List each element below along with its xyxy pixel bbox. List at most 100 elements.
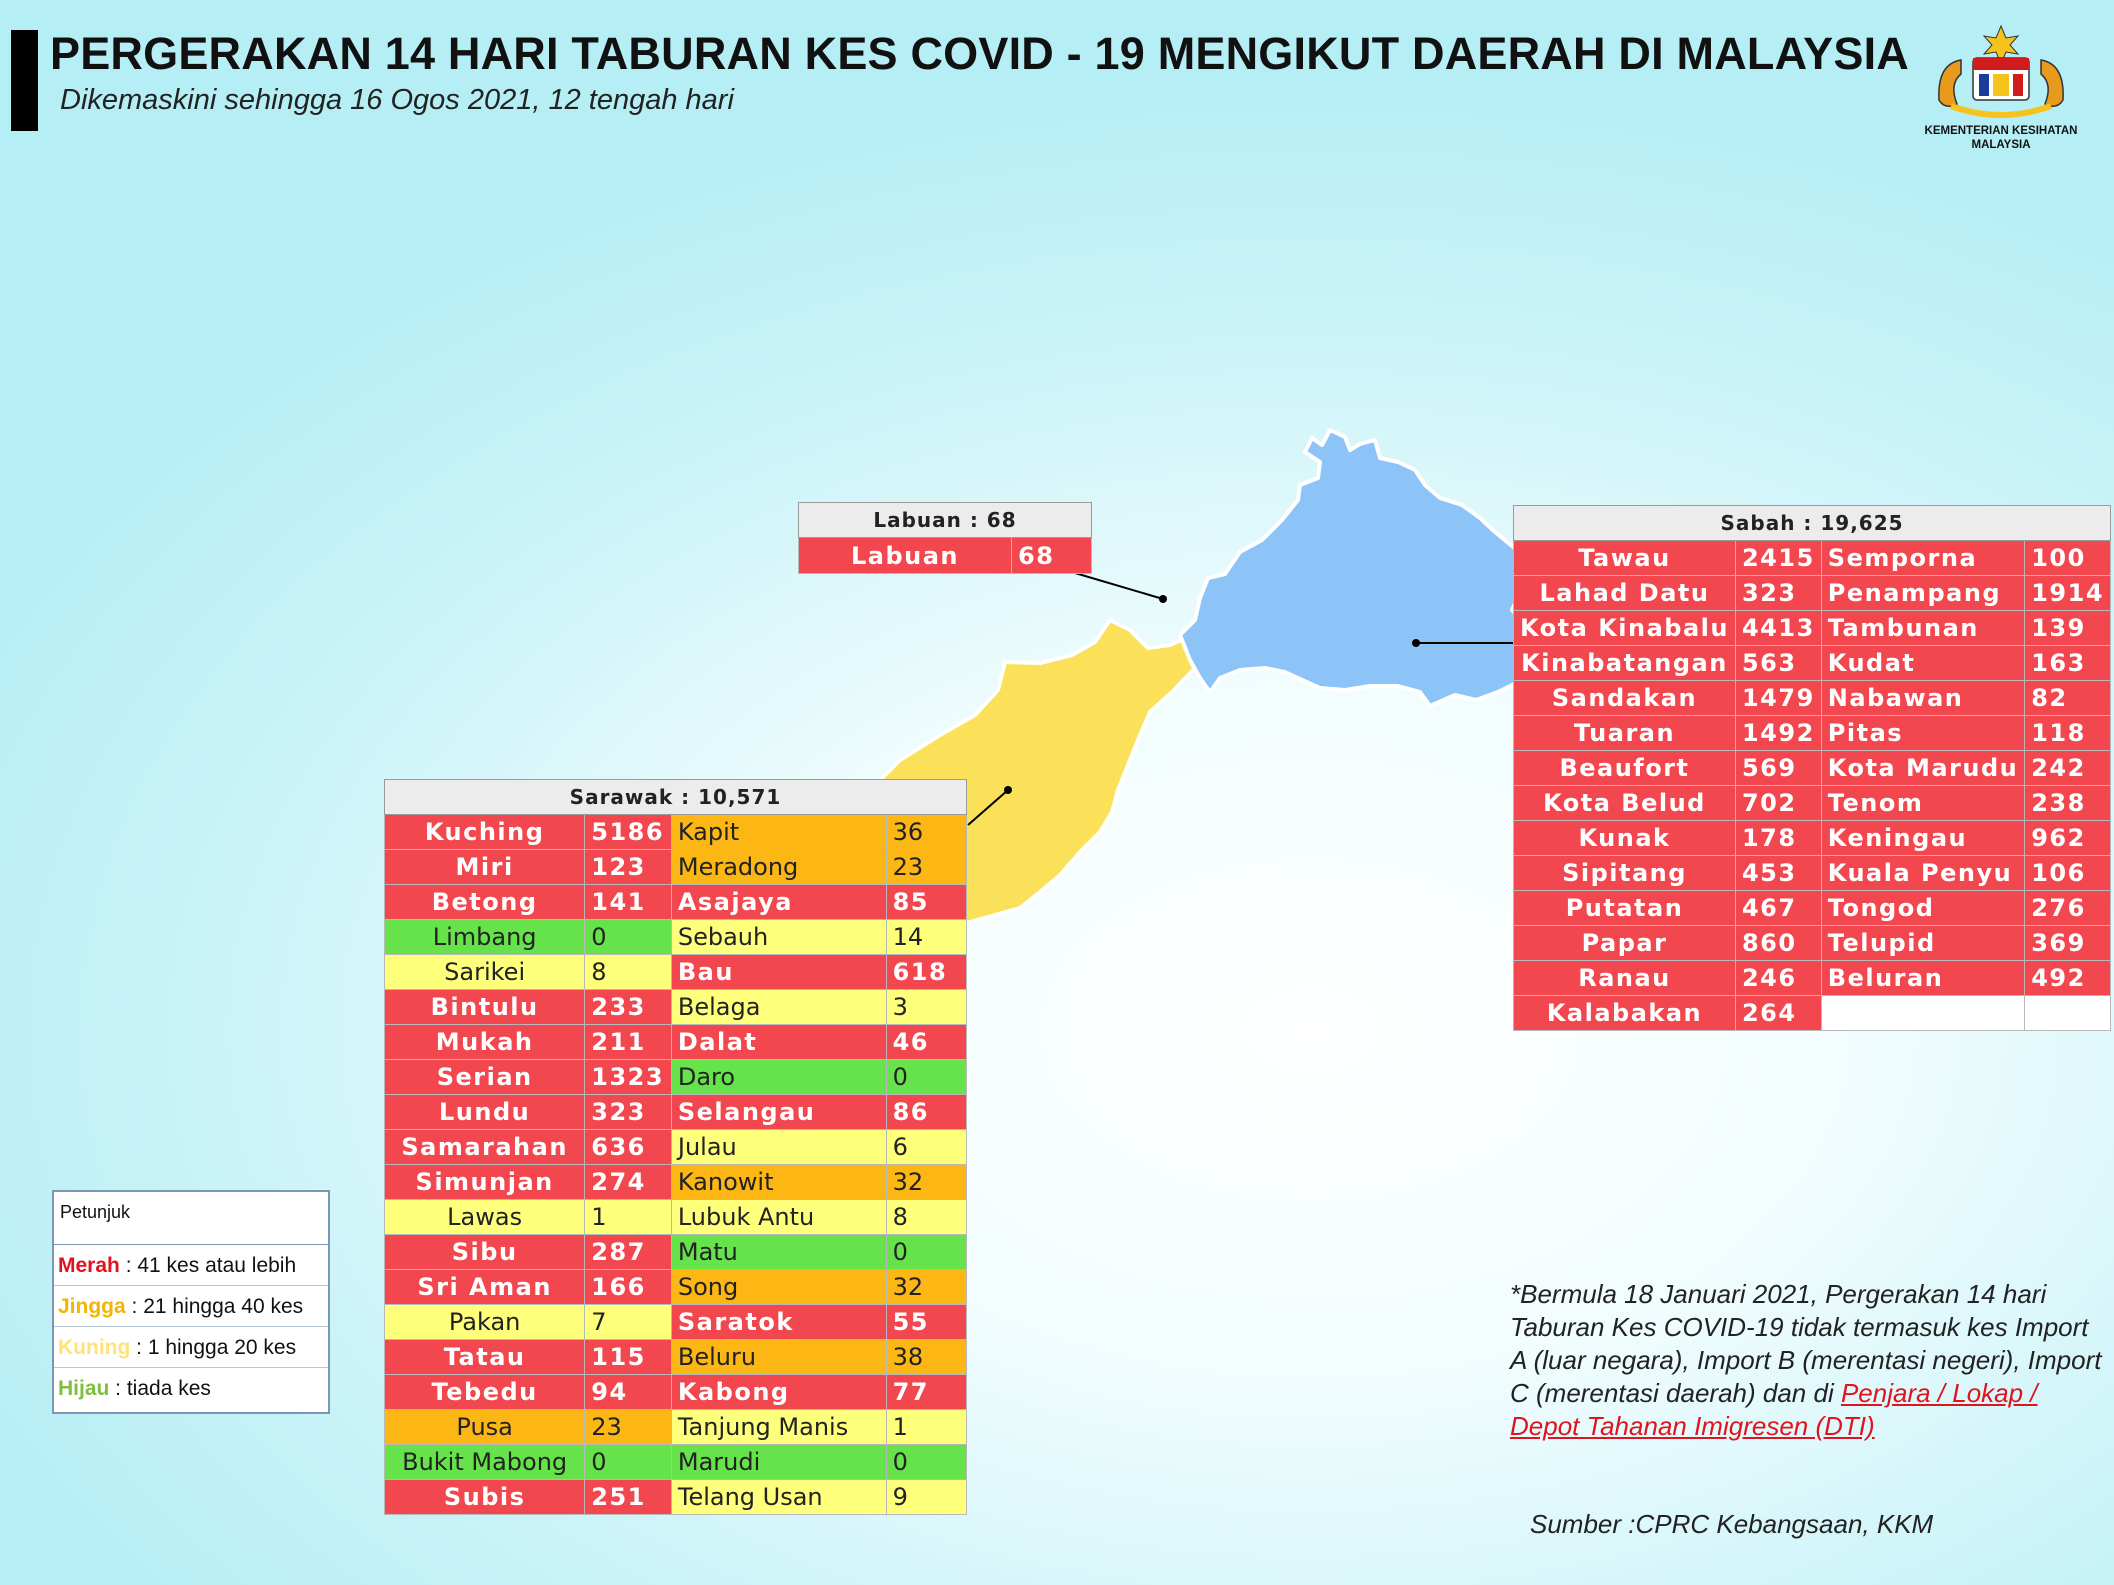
case-count: 276 (2024, 890, 2112, 926)
district-name: Sarikei (383, 954, 586, 990)
case-count: 139 (2024, 610, 2112, 646)
case-count: 492 (2024, 960, 2112, 996)
case-count: 369 (2024, 925, 2112, 961)
case-count: 702 (1734, 785, 1822, 821)
district-name: Simunjan (383, 1164, 586, 1200)
kkm-logo: KEMENTERIAN KESIHATAN MALAYSIA (1921, 22, 2081, 152)
district-name: Subis (383, 1479, 586, 1515)
district-name: Kalabakan (1513, 995, 1736, 1031)
table-row: Sandakan 1479 Nabawan 82 (1513, 680, 2112, 716)
case-count: 569 (1734, 750, 1822, 786)
district-name: Telang Usan (670, 1479, 887, 1515)
district-name (1820, 995, 2026, 1031)
table-row: Subis 251 Telang Usan 9 (383, 1479, 968, 1515)
case-count: 323 (1734, 575, 1822, 611)
table-row: Betong 141 Asajaya 85 (383, 884, 968, 920)
table-row: Ranau 246 Beluran 492 (1513, 960, 2112, 996)
case-count: 4413 (1734, 610, 1822, 646)
district-name: Tambunan (1820, 610, 2026, 646)
case-count: 274 (584, 1164, 672, 1200)
table-row: Lundu 323 Selangau 86 (383, 1094, 968, 1130)
case-count: 38 (885, 1339, 968, 1375)
district-name: Beaufort (1513, 750, 1736, 786)
sarawak-table: Sarawak : 10,571 Kuching 5186 Kapit 36 Miri 1… (383, 779, 968, 1515)
case-count: 453 (1734, 855, 1822, 891)
table-row: Bintulu 233 Belaga 3 (383, 989, 968, 1025)
legend-text: : 21 hingga 40 kes (125, 1295, 304, 1318)
district-name: Julau (670, 1129, 887, 1165)
district-name: Sandakan (1513, 680, 1736, 716)
district-name: Kota Kinabalu (1513, 610, 1736, 646)
footnote-highlight: Penjara / Lokap / Depot Tahanan Imigrese… (1510, 1378, 2038, 1441)
case-count: 94 (584, 1374, 672, 1410)
table-row: Kota Kinabalu 4413 Tambunan 139 (1513, 610, 2112, 646)
district-name: Matu (670, 1234, 887, 1270)
case-count: 287 (584, 1234, 672, 1270)
district-name: Samarahan (383, 1129, 586, 1165)
malaysia-coat-of-arms-icon (1938, 24, 2064, 118)
district-name: Sibu (383, 1234, 586, 1270)
district-name: Pakan (383, 1304, 586, 1340)
district-name: Semporna (1820, 540, 2026, 576)
district-name: Putatan (1513, 890, 1736, 926)
district-name: Tawau (1513, 540, 1736, 576)
case-count: 264 (1734, 995, 1822, 1031)
case-count (2024, 995, 2112, 1031)
case-count: 962 (2024, 820, 2112, 856)
case-count: 14 (885, 919, 968, 955)
case-count: 0 (885, 1444, 968, 1480)
district-name: Lubuk Antu (670, 1199, 887, 1235)
district-name: Selangau (670, 1094, 887, 1130)
district-name: Betong (383, 884, 586, 920)
table-row: Sipitang 453 Kuala Penyu 106 (1513, 855, 2112, 891)
legend-item-hijau: Hijau : tiada kes (54, 1368, 328, 1409)
district-name: Marudi (670, 1444, 887, 1480)
title-accent-bar (11, 30, 38, 131)
district-name: Tebedu (383, 1374, 586, 1410)
legend-text: : 41 kes atau lebih (119, 1254, 297, 1277)
legend-item-merah: Merah : 41 kes atau lebih (54, 1245, 328, 1286)
case-count: 32 (885, 1269, 968, 1305)
table-row: Limbang 0 Sebauh 14 (383, 919, 968, 955)
table-row: Kota Belud 702 Tenom 238 (1513, 785, 2112, 821)
district-name: Song (670, 1269, 887, 1305)
table-row: Kinabatangan 563 Kudat 163 (1513, 645, 2112, 681)
sabah-marker (1412, 639, 1420, 647)
district-name: Saratok (670, 1304, 887, 1340)
sarawak-marker (1004, 786, 1012, 794)
case-count: 85 (885, 884, 968, 920)
case-count: 8 (885, 1199, 968, 1235)
sabah-table-title: Sabah : 19,625 (1512, 505, 2112, 541)
case-count: 115 (584, 1339, 672, 1375)
case-count: 100 (2024, 540, 2112, 576)
case-count: 2415 (1734, 540, 1822, 576)
district-name: Labuan (798, 537, 1012, 574)
case-count: 36 (885, 814, 968, 850)
case-count: 5186 (584, 814, 672, 850)
case-count: 242 (2024, 750, 2112, 786)
district-name: Kota Marudu (1820, 750, 2026, 786)
district-name: Bau (670, 954, 887, 990)
case-count: 141 (584, 884, 672, 920)
district-name: Kapit (670, 814, 887, 850)
district-name: Kinabatangan (1513, 645, 1736, 681)
district-name: Bintulu (383, 989, 586, 1025)
district-name: Tuaran (1513, 715, 1736, 751)
table-row: Sri Aman 166 Song 32 (383, 1269, 968, 1305)
legend-key: Hijau (58, 1377, 110, 1400)
district-name: Serian (383, 1059, 586, 1095)
legend-key: Merah (58, 1254, 120, 1277)
district-name: Lahad Datu (1513, 575, 1736, 611)
table-row: Papar 860 Telupid 369 (1513, 925, 2112, 961)
district-name: Limbang (383, 919, 586, 955)
table-row: Tebedu 94 Kabong 77 (383, 1374, 968, 1410)
legend-item-jingga: Jingga : 21 hingga 40 kes (54, 1286, 328, 1327)
case-count: 0 (584, 919, 672, 955)
sarawak-leader-line (967, 789, 1009, 826)
district-name: Keningau (1820, 820, 2026, 856)
case-count: 55 (885, 1304, 968, 1340)
case-count: 118 (2024, 715, 2112, 751)
case-count: 1492 (1734, 715, 1822, 751)
case-count: 636 (584, 1129, 672, 1165)
logo-caption: KEMENTERIAN KESIHATAN MALAYSIA (1924, 125, 2078, 151)
